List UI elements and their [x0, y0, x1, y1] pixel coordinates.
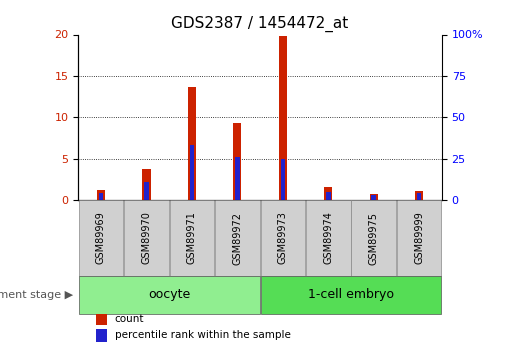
Bar [124, 200, 169, 276]
Bar [233, 123, 241, 200]
Text: GSM89975: GSM89975 [369, 211, 379, 265]
Text: GSM89973: GSM89973 [278, 211, 288, 265]
Bar [306, 200, 350, 276]
Bar [417, 194, 421, 200]
Bar [324, 187, 332, 200]
Bar [99, 194, 104, 200]
Text: 1-cell embryo: 1-cell embryo [308, 288, 394, 302]
Bar [351, 200, 396, 276]
Bar [96, 313, 108, 325]
Bar [261, 200, 305, 276]
Bar [190, 146, 194, 200]
Bar [142, 169, 150, 200]
Bar [79, 276, 260, 314]
Bar [79, 200, 123, 276]
Bar [188, 87, 196, 200]
Text: GSM89970: GSM89970 [141, 211, 152, 265]
Bar [281, 159, 285, 200]
Bar [96, 329, 108, 342]
Bar [397, 200, 441, 276]
Text: GSM89972: GSM89972 [232, 211, 242, 265]
Text: oocyte: oocyte [148, 288, 190, 302]
Text: GSM89999: GSM89999 [414, 212, 424, 264]
Bar [372, 195, 376, 200]
Bar [261, 276, 441, 314]
Bar [235, 157, 240, 200]
Title: GDS2387 / 1454472_at: GDS2387 / 1454472_at [172, 16, 348, 32]
Bar [97, 190, 105, 200]
Text: GSM89969: GSM89969 [96, 212, 106, 264]
Bar [415, 191, 423, 200]
Bar [370, 194, 378, 200]
Bar [170, 200, 214, 276]
Bar [326, 192, 331, 200]
Bar [215, 200, 260, 276]
Text: GSM89971: GSM89971 [187, 211, 197, 265]
Text: development stage ▶: development stage ▶ [0, 290, 73, 300]
Text: GSM89974: GSM89974 [323, 211, 333, 265]
Text: count: count [115, 314, 144, 324]
Bar [144, 182, 149, 200]
Bar [279, 36, 287, 200]
Text: percentile rank within the sample: percentile rank within the sample [115, 330, 290, 340]
